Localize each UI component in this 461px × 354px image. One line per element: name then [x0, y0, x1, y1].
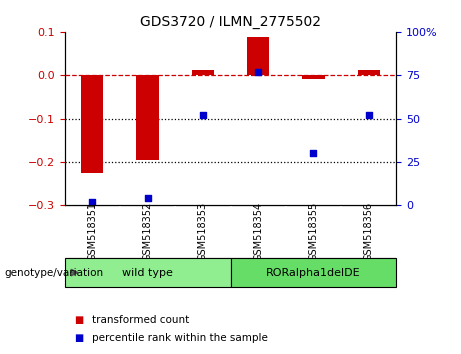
Bar	[81, 75, 103, 173]
Text: percentile rank within the sample: percentile rank within the sample	[92, 333, 268, 343]
Text: GSM518356: GSM518356	[364, 202, 374, 262]
Point	[310, 150, 317, 156]
Text: wild type: wild type	[122, 268, 173, 278]
Bar	[302, 75, 325, 79]
Text: ■: ■	[74, 333, 83, 343]
Bar	[230, 258, 396, 287]
Bar	[358, 70, 380, 75]
Bar	[65, 258, 230, 287]
Point	[365, 112, 372, 118]
Text: GSM518354: GSM518354	[253, 202, 263, 262]
Bar	[136, 75, 159, 160]
Text: GSM518355: GSM518355	[308, 202, 319, 262]
Point	[144, 195, 151, 201]
Bar	[247, 37, 269, 75]
Text: RORalpha1delDE: RORalpha1delDE	[266, 268, 361, 278]
Point	[254, 69, 262, 75]
Point	[89, 199, 96, 205]
Point	[199, 112, 207, 118]
Text: GSM518351: GSM518351	[87, 202, 97, 262]
Title: GDS3720 / ILMN_2775502: GDS3720 / ILMN_2775502	[140, 16, 321, 29]
Bar	[192, 70, 214, 75]
Text: GSM518352: GSM518352	[142, 202, 153, 262]
Text: GSM518353: GSM518353	[198, 202, 208, 262]
Text: genotype/variation: genotype/variation	[5, 268, 104, 278]
Text: transformed count: transformed count	[92, 315, 189, 325]
Text: ■: ■	[74, 315, 83, 325]
